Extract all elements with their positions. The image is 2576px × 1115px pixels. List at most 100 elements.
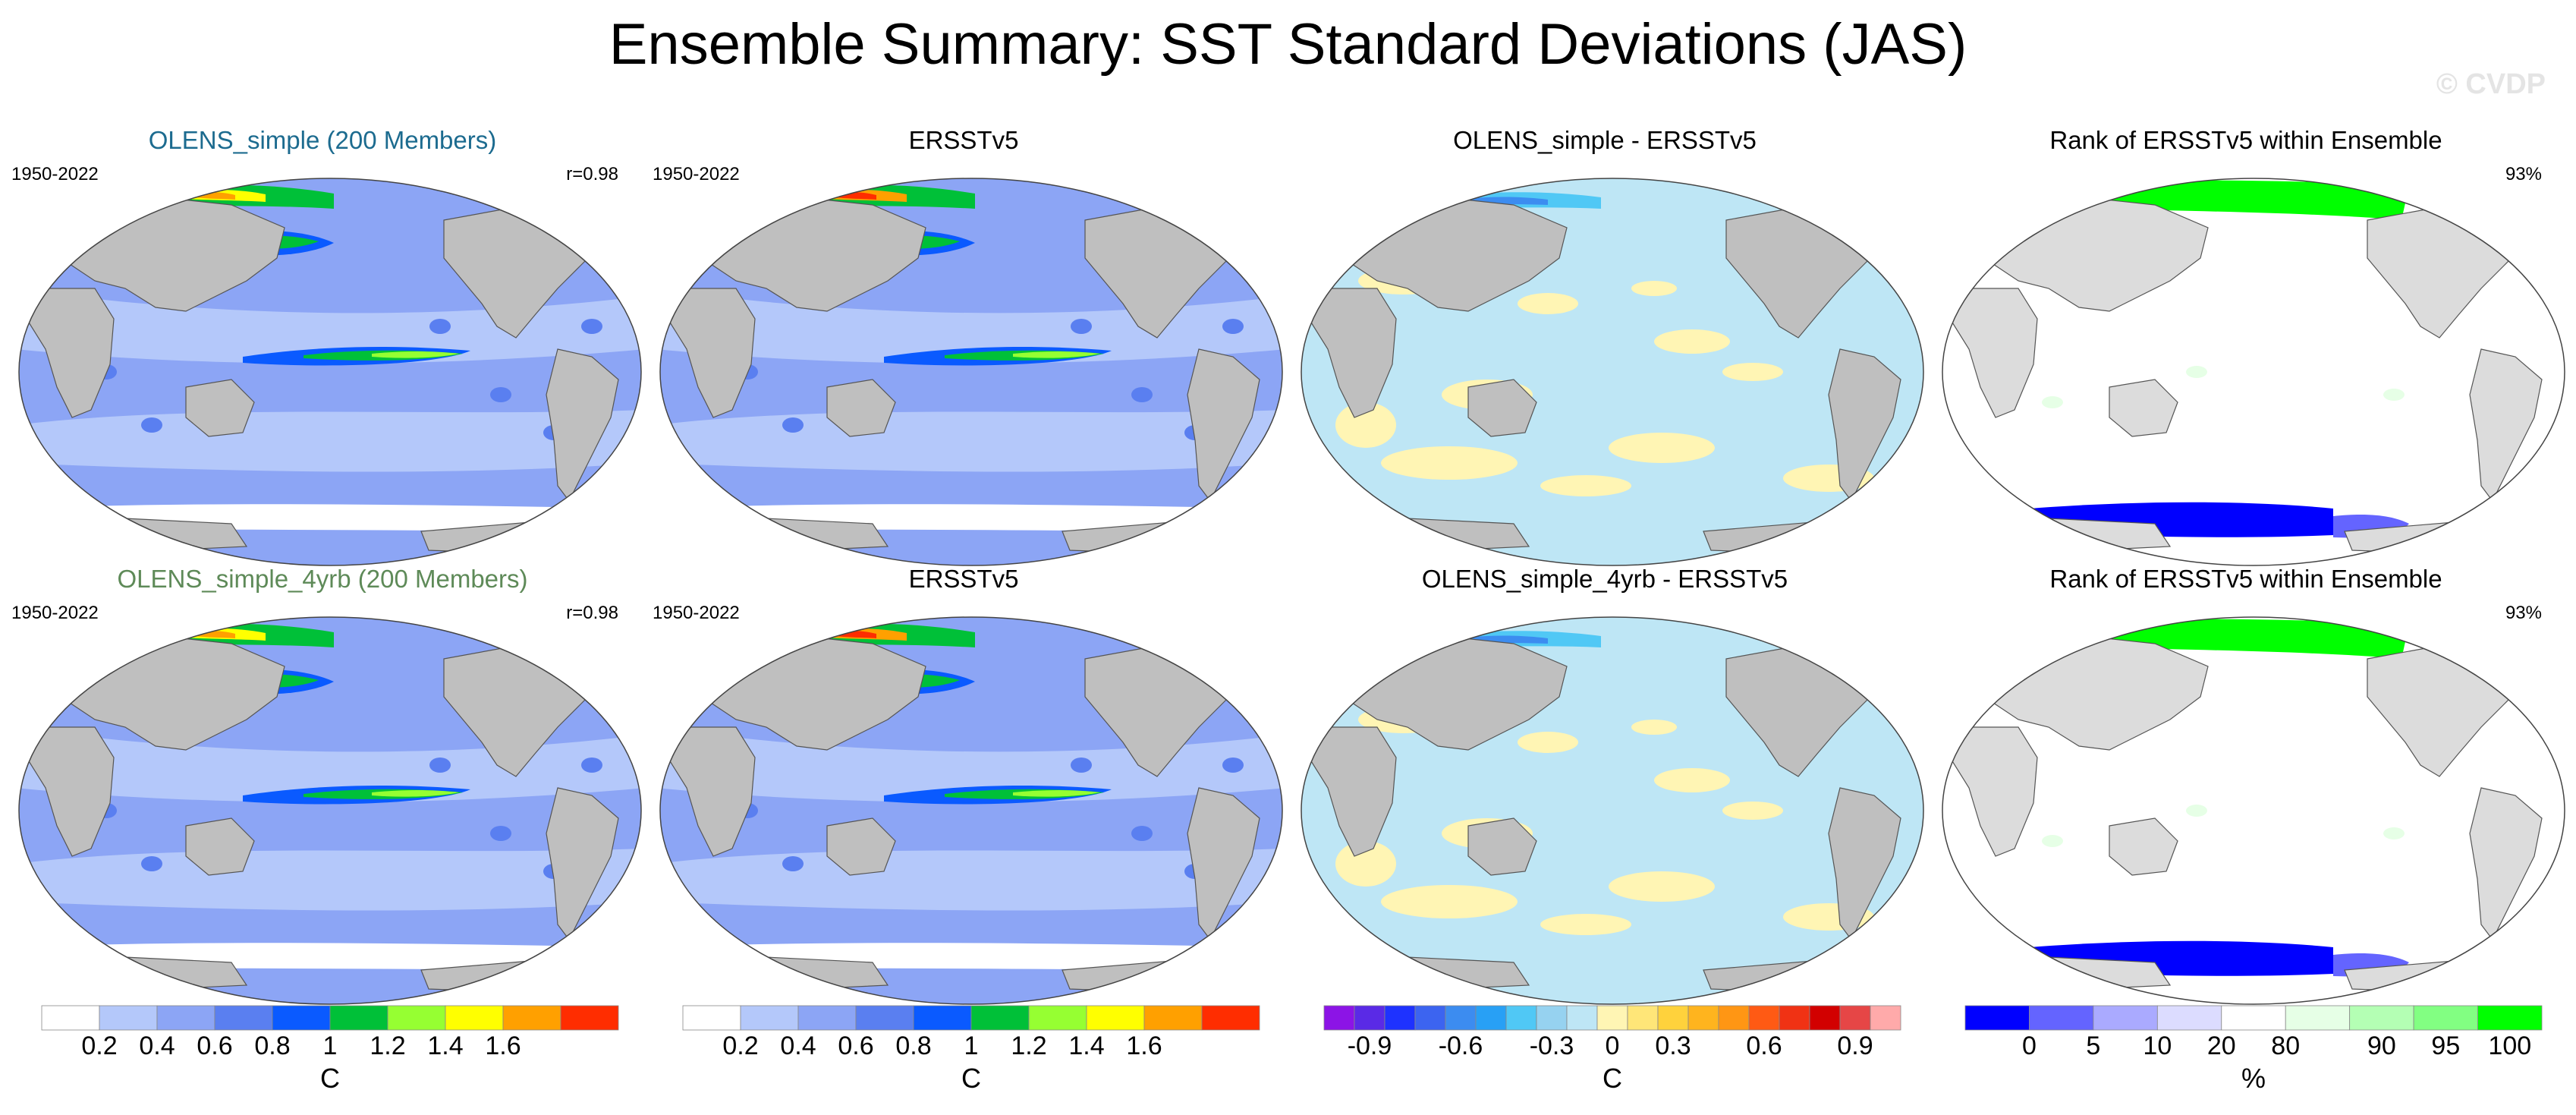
colorbar-swatch — [2477, 1005, 2543, 1031]
land-mass — [19, 515, 248, 559]
colorbar-tick-label: 1.2 — [1011, 1032, 1046, 1060]
colorbar-unit: C — [320, 1063, 340, 1094]
colorbar-tick-label: 1.6 — [1126, 1032, 1162, 1060]
panel-period: 1950-2022 — [11, 164, 99, 184]
colorbar-tick-label: 20 — [2207, 1032, 2236, 1060]
colorbar-swatch — [1536, 1005, 1568, 1031]
land-mass — [1467, 379, 1537, 437]
panel-stat: 93% — [2505, 164, 2542, 184]
land-mass — [1949, 288, 2038, 418]
land-mass — [1187, 348, 1260, 502]
colorbar-swatch — [1839, 1005, 1871, 1031]
map-border — [659, 178, 1283, 566]
land-mass — [660, 624, 661, 671]
world-map — [659, 616, 1283, 1005]
colorbar-sd-1: 0.2 0.4 0.6 0.8 1 1.2 1.4 1.6 C — [41, 1005, 619, 1097]
map-border — [1301, 178, 1924, 566]
colorbar-swatch — [1748, 1005, 1780, 1031]
colorbar-swatch — [445, 1005, 504, 1031]
land-mass — [1301, 185, 1302, 232]
panel-title: ERSSTv5 — [908, 126, 1019, 154]
colorbar-swatch — [99, 1005, 158, 1031]
land-mass — [667, 726, 756, 857]
colorbar-swatch — [41, 1005, 100, 1031]
map-border — [1942, 616, 2565, 1005]
land-mass — [660, 515, 889, 559]
land-mass — [826, 379, 896, 437]
colorbar-swatch — [2156, 1005, 2222, 1031]
land-mass — [2109, 379, 2178, 437]
world-map — [1942, 178, 2565, 566]
ocean-field — [1301, 178, 1923, 565]
colorbar-swatch — [214, 1005, 273, 1031]
land-mass — [1885, 185, 1923, 232]
land-mass — [1942, 515, 2172, 559]
colorbar-tick-label: 1.2 — [370, 1032, 405, 1060]
colorbar-swatch — [1475, 1005, 1507, 1031]
ocean-field — [1301, 617, 1923, 1004]
land-mass — [19, 954, 248, 997]
map-panel-7: OLENS_simple_4yrb - ERSSTv5 — [1286, 560, 1924, 1016]
colorbar-swatch — [2029, 1005, 2094, 1031]
land-mass — [1949, 726, 2038, 857]
land-mass — [546, 787, 619, 941]
map-panel-3: OLENS_simple - ERSSTv5 — [1286, 121, 1924, 577]
colorbar-graphic: 0.2 0.4 0.6 0.8 1 1.2 1.4 1.6 — [41, 1005, 619, 1060]
colorbar-swatch — [2413, 1005, 2478, 1031]
land-mass — [602, 624, 641, 671]
land-mass — [185, 817, 255, 876]
colorbar-tick-label: -0.6 — [1439, 1032, 1483, 1060]
land-mass — [1308, 726, 1397, 857]
land-mass — [1828, 348, 1901, 502]
colorbar-tick-label: 0.8 — [254, 1032, 290, 1060]
land-mass — [1301, 624, 1302, 671]
colorbar-graphic: -0.9 -0.6 -0.3 0 0.3 0.6 0.9 — [1323, 1005, 1901, 1060]
colorbar-swatch — [1505, 1005, 1537, 1031]
colorbar-swatch — [970, 1005, 1030, 1031]
colorbar-sd-2: 0.2 0.4 0.6 0.8 1 1.2 1.4 1.6 C — [682, 1005, 1260, 1097]
colorbar-graphic: 0.2 0.4 0.6 0.8 1 1.2 1.4 1.6 — [682, 1005, 1260, 1060]
map-panel-5: OLENS_simple_4yrb (200 Members) 1950-2022… — [4, 560, 642, 1016]
land-mass — [1942, 954, 2172, 997]
land-mass — [1942, 185, 1943, 232]
land-mass — [602, 185, 641, 232]
colorbar-tick-label: 5 — [2086, 1032, 2100, 1060]
world-map — [659, 178, 1283, 566]
land-mass — [660, 185, 661, 232]
colorbar-swatch — [1445, 1005, 1477, 1031]
map-panel-6: ERSSTv5 1950-2022 — [645, 560, 1283, 1016]
colorbar-tick-label: 0.4 — [139, 1032, 175, 1060]
panel-title: OLENS_simple_4yrb (200 Members) — [117, 565, 528, 593]
panel-title: OLENS_simple - ERSSTv5 — [1453, 126, 1757, 154]
colorbar-swatch — [682, 1005, 741, 1031]
cvdp-watermark: © CVDP — [2436, 68, 2546, 100]
panel-stat: 93% — [2505, 603, 2542, 623]
colorbar-swatch — [1143, 1005, 1203, 1031]
panel-title: OLENS_simple_4yrb - ERSSTv5 — [1421, 565, 1788, 593]
colorbar-swatch — [502, 1005, 561, 1031]
colorbar-swatch — [156, 1005, 215, 1031]
map-panel-1: OLENS_simple (200 Members) 1950-2022 r=0.9… — [4, 121, 642, 577]
land-mass — [1828, 787, 1901, 941]
colorbar-swatch — [2349, 1005, 2414, 1031]
figure-title: Ensemble Summary: SST Standard Deviation… — [609, 12, 1967, 77]
colorbar-unit: % — [2241, 1063, 2266, 1094]
land-mass — [2109, 817, 2178, 876]
land-mass — [1187, 787, 1260, 941]
colorbar-graphic: 0 5 10 20 80 90 95 100 — [1964, 1005, 2543, 1060]
land-mass — [546, 348, 619, 502]
colorbar-swatch — [2221, 1005, 2286, 1031]
land-mass — [826, 817, 896, 876]
colorbar-swatch — [740, 1005, 799, 1031]
colorbar-tick-label: 0.8 — [895, 1032, 931, 1060]
colorbar-swatch — [1566, 1005, 1598, 1031]
land-mass — [667, 288, 756, 418]
land-mass — [1244, 185, 1282, 232]
land-mass — [26, 288, 115, 418]
colorbar-tick-label: 0 — [1606, 1032, 1620, 1060]
land-mass — [19, 624, 20, 671]
panel-stat: r=0.98 — [566, 603, 618, 623]
colorbar-tick-label: 1 — [964, 1032, 979, 1060]
land-mass — [2469, 787, 2543, 941]
map-panel-2: ERSSTv5 1950-2022 — [645, 121, 1283, 577]
